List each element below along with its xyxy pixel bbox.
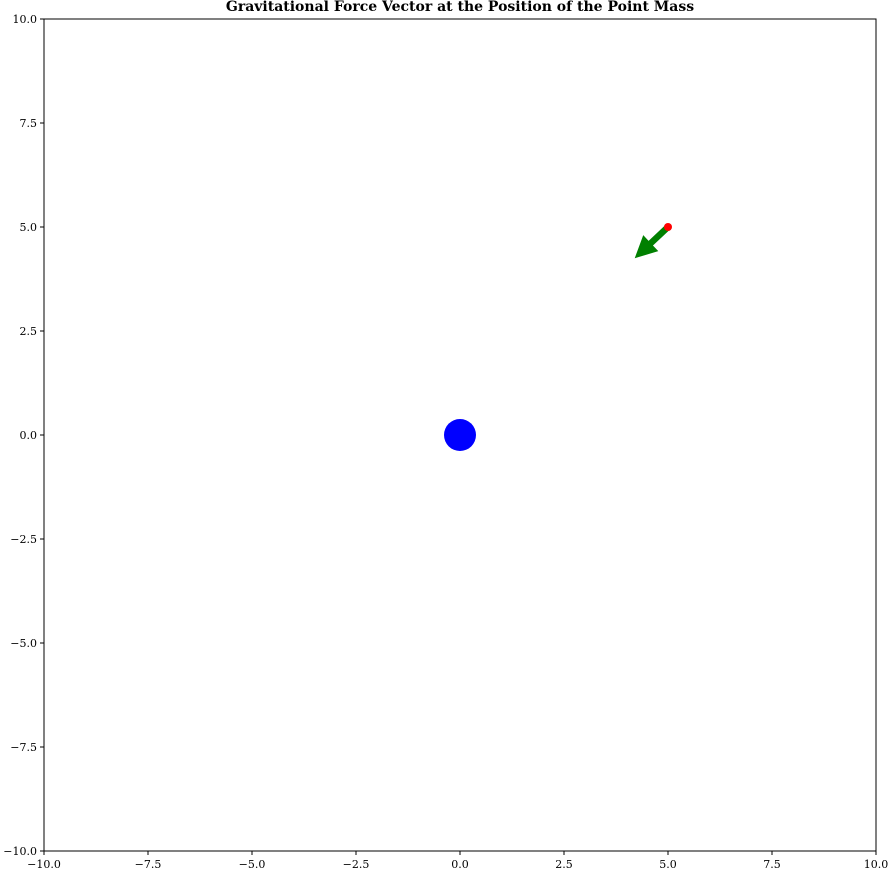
y-tick-label: 10.0 (13, 13, 38, 26)
central-mass-marker (444, 419, 476, 451)
y-tick-label: 0.0 (20, 429, 38, 442)
x-tick-label: −5.0 (239, 858, 266, 870)
y-tick-label: 2.5 (20, 325, 38, 338)
x-tick-label: 10.0 (864, 858, 888, 870)
plot-area-frame (43, 18, 877, 852)
x-tick-label: 2.5 (555, 858, 573, 870)
y-tick-label: −7.5 (10, 741, 37, 754)
force-vector-arrow (634, 224, 671, 259)
y-tick-label: 5.0 (20, 221, 38, 234)
y-tick-label: 7.5 (20, 117, 38, 130)
x-tick-label: −7.5 (135, 858, 162, 870)
point-mass-marker (664, 223, 672, 231)
chart-title: Gravitational Force Vector at the Positi… (226, 0, 694, 15)
y-tick-label: −2.5 (10, 533, 37, 546)
x-tick-label: 7.5 (763, 858, 781, 870)
x-tick-label: 0.0 (451, 858, 469, 870)
y-tick-label: −10.0 (3, 845, 37, 858)
x-tick-label: −2.5 (343, 858, 370, 870)
x-tick-label: −10.0 (27, 858, 61, 870)
x-tick-label: 5.0 (659, 858, 677, 870)
y-tick-label: −5.0 (10, 637, 37, 650)
